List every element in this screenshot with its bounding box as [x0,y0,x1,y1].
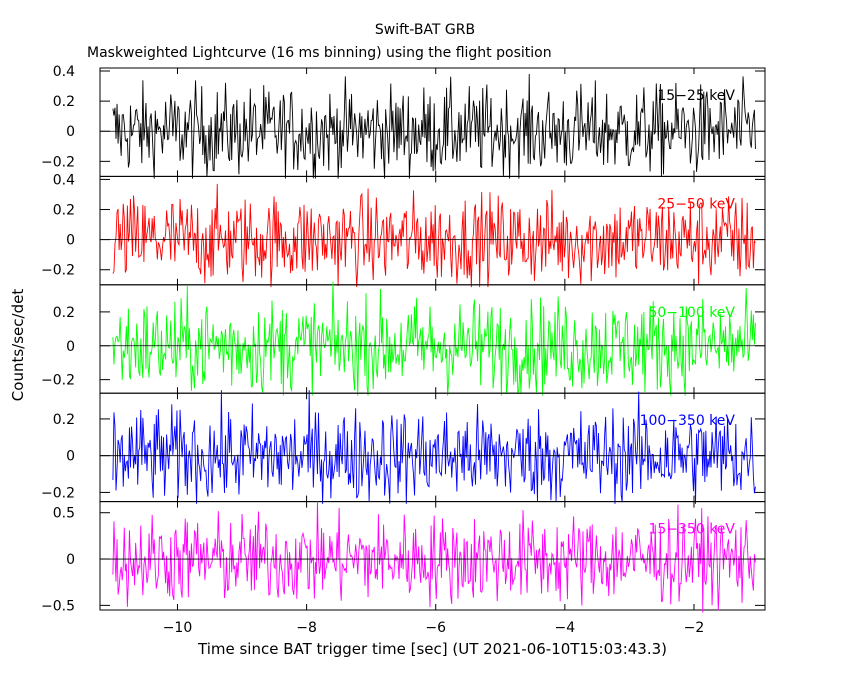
lightcurve-series [112,501,756,613]
energy-band-label: 15−25 keV [657,88,735,104]
y-tick-label: 0 [66,124,75,140]
y-axis-label: Counts/sec/det [9,288,27,402]
y-tick-label: 0.4 [53,64,75,80]
energy-band-label: 100−350 keV [640,413,736,429]
energy-band-label: 50−100 keV [648,305,735,321]
y-tick-label: 0.5 [53,506,75,522]
x-tick-label: −4 [555,620,576,636]
y-tick-label: 0.2 [53,305,75,321]
energy-band-label: 15−350 keV [648,522,735,538]
y-tick-label: 0.2 [53,203,75,219]
y-tick-label: −0.2 [41,154,75,170]
x-tick-label: −6 [425,620,446,636]
lightcurve-series [112,183,756,288]
y-tick-label: 0.4 [53,172,75,188]
energy-band-label: 25−50 keV [657,196,735,212]
panel-frame [99,501,766,611]
y-tick-label: −0.5 [41,598,75,614]
chart-subtitle: Maskweighted Lightcurve (16 ms binning) … [87,45,552,61]
y-tick-label: −0.2 [41,485,75,501]
y-tick-label: 0 [66,449,75,465]
lightcurve-series [112,281,756,396]
x-tick-label: −8 [296,620,317,636]
y-tick-label: 0.2 [53,94,75,110]
y-tick-label: 0 [66,233,75,249]
y-tick-label: 0 [66,339,75,355]
y-tick-label: 0.2 [53,412,75,428]
lightcurve-series [112,73,756,179]
y-tick-label: 0 [66,552,75,568]
x-axis-label: Time since BAT trigger time [sec] (UT 20… [198,640,667,658]
x-tick-label: −2 [684,620,705,636]
y-tick-label: −0.2 [41,373,75,389]
x-tick-label: −10 [163,620,193,636]
chart-title: Swift-BAT GRB [374,22,476,38]
lightcurve-series [112,390,756,504]
y-tick-label: −0.2 [41,263,75,279]
